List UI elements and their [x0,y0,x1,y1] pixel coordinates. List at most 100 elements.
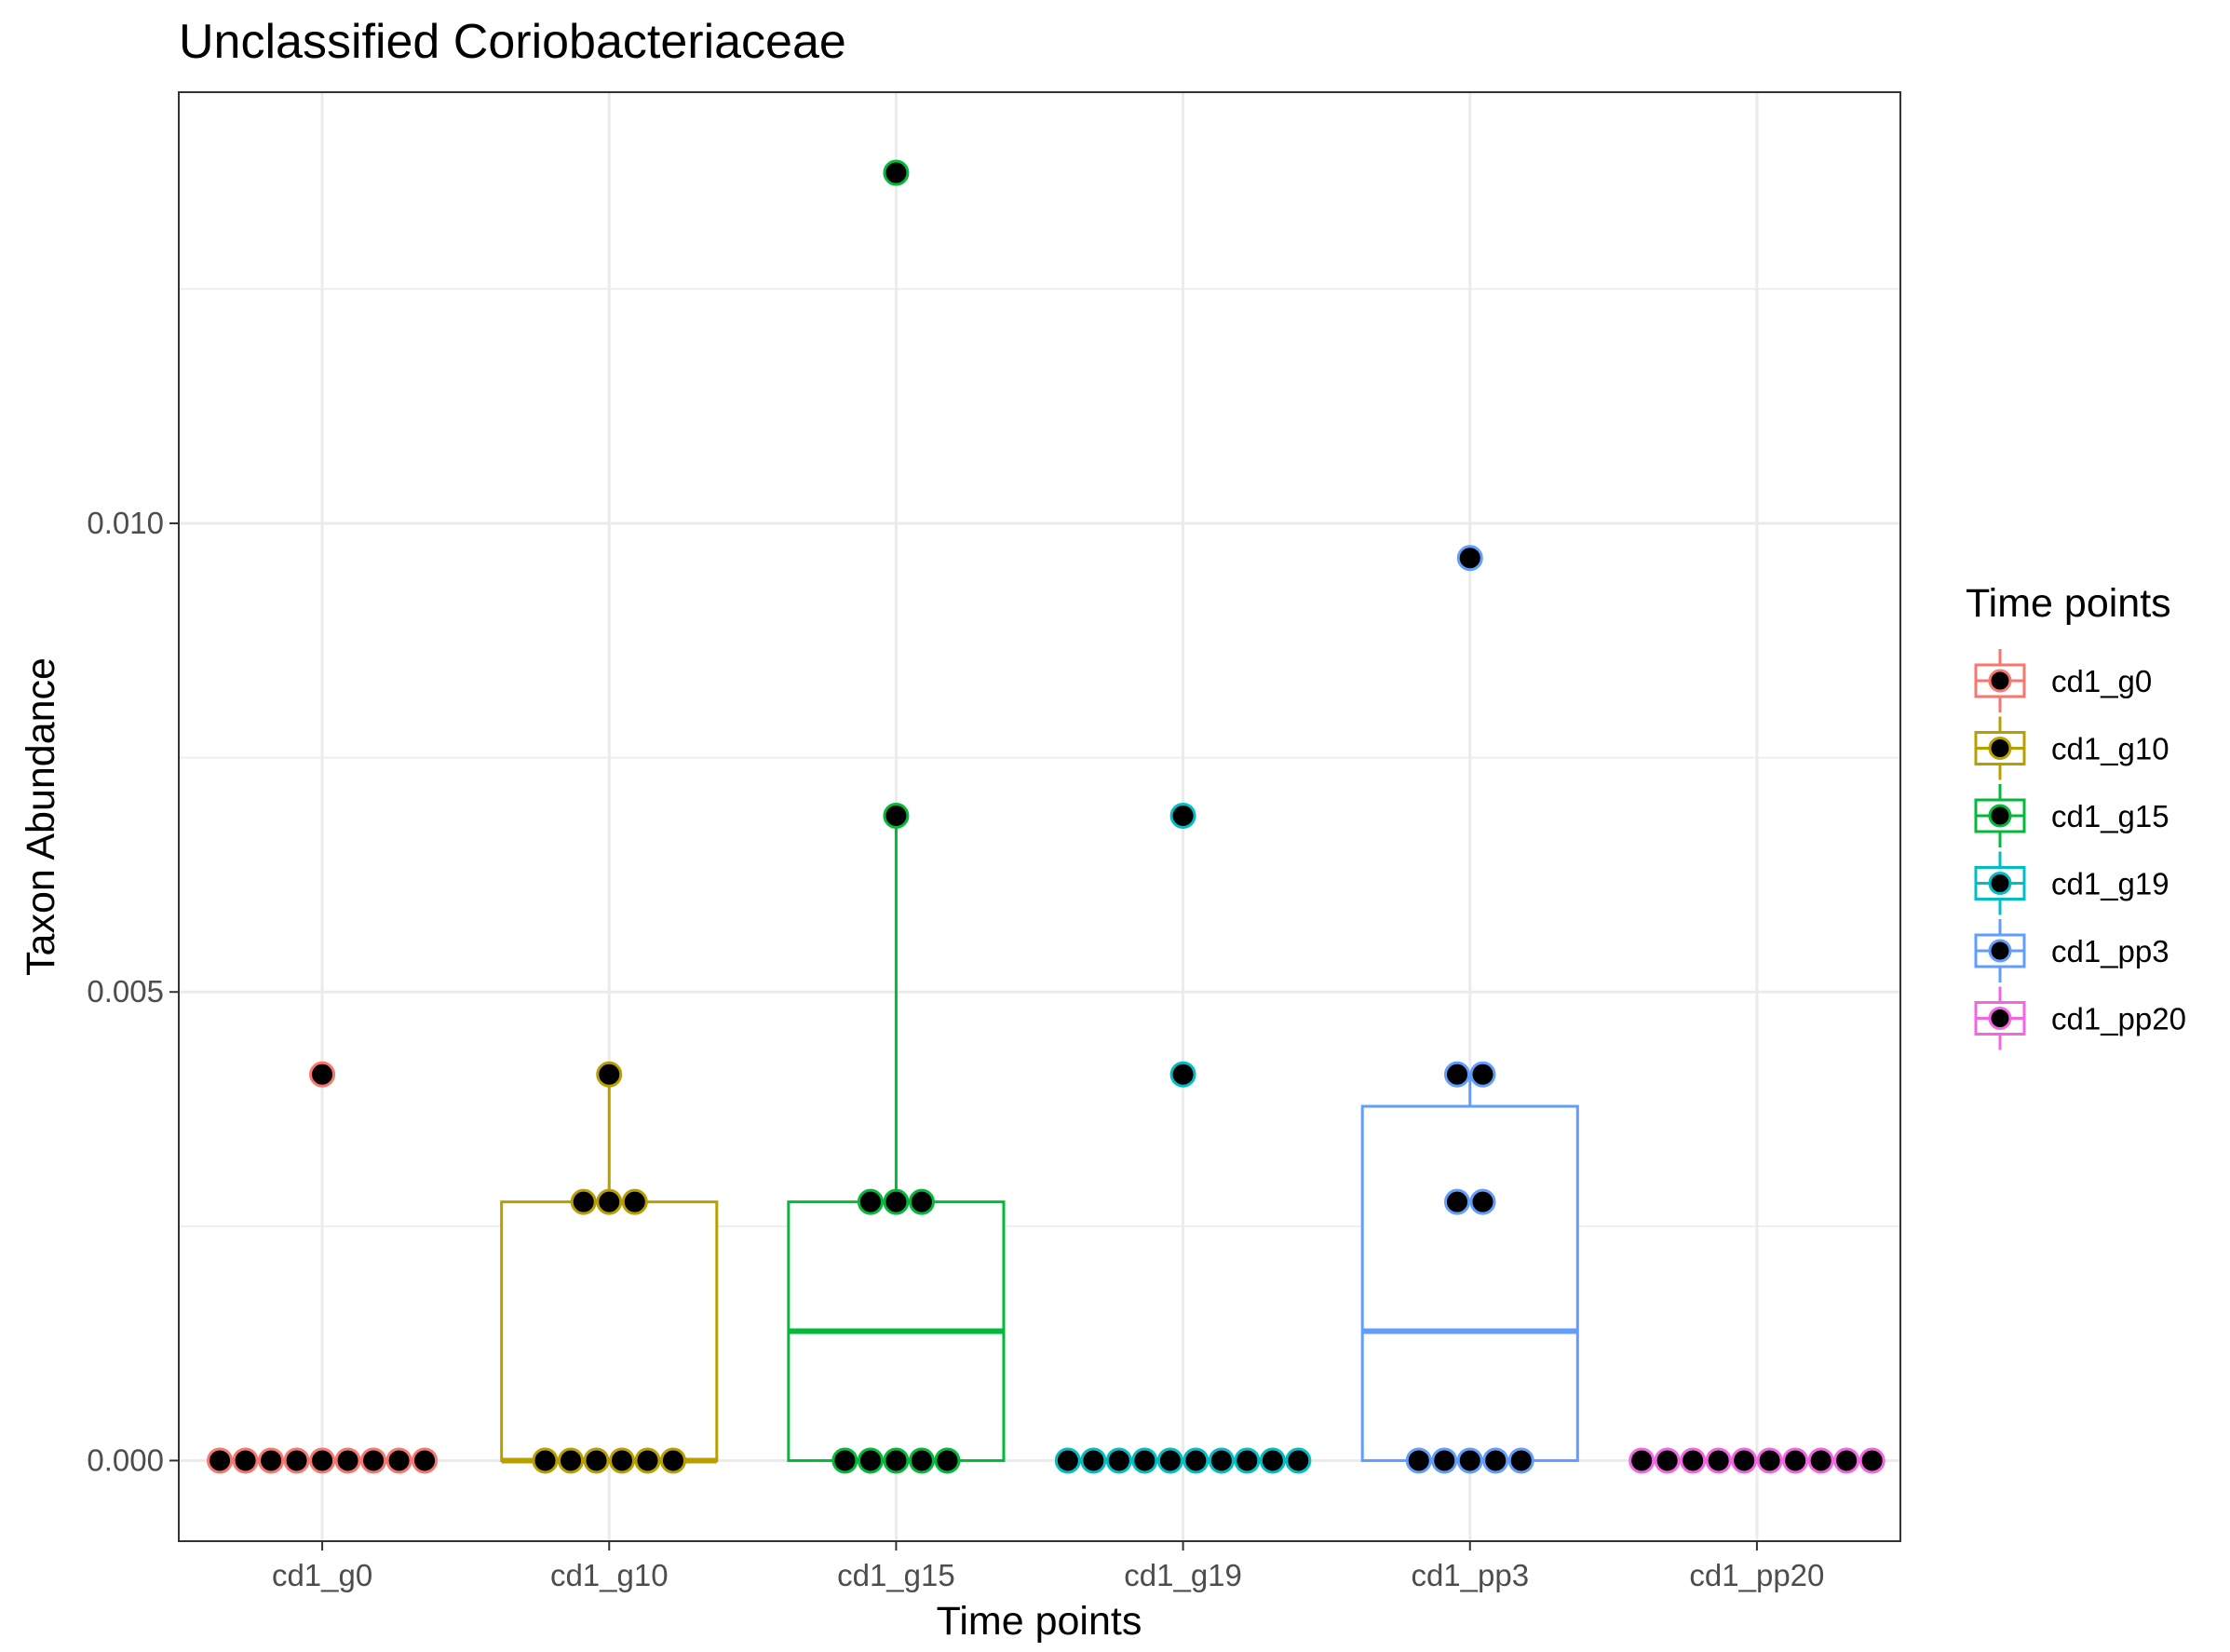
data-point [232,1447,259,1474]
data-point [385,1447,412,1474]
chart-title: Unclassified Coriobacteriaceae [179,15,846,69]
y-tick-label: 0.005 [87,974,164,1009]
data-point [283,1447,310,1474]
x-tick-label: cd1_g0 [272,1558,372,1592]
legend-item-cd1_g0: cd1_g0 [1974,649,2152,712]
x-tick-label: cd1_g15 [837,1558,955,1592]
legend-key-point [1988,872,2012,895]
data-point [1833,1447,1860,1474]
x-tick-label: cd1_pp20 [1689,1558,1824,1592]
data-point [1654,1447,1681,1474]
y-axis: 0.000 0.005 0.010 [87,506,179,1477]
data-point [532,1447,559,1474]
box-cd1_g15 [787,815,1006,1462]
data-point [1680,1447,1707,1474]
legend-key-point [1988,939,2012,963]
data-point [1456,545,1483,572]
data-point [660,1447,686,1474]
x-tick-label: cd1_g10 [550,1558,669,1592]
data-point [1054,1447,1081,1474]
box-body [1360,1104,1579,1462]
y-tick-label: 0.000 [87,1442,164,1477]
data-point [1469,1188,1496,1215]
y-axis-title: Taxon Abundance [19,657,63,976]
data-point [1858,1447,1885,1474]
data-point [1156,1447,1183,1474]
data-point [558,1447,584,1474]
x-tick-label: cd1_g19 [1124,1558,1242,1592]
data-point [1807,1447,1834,1474]
data-point [1234,1447,1261,1474]
data-point [1080,1447,1107,1474]
grid-lines [179,92,1900,1541]
x-axis-title: Time points [937,1599,1142,1644]
legend-label: cd1_g19 [2051,867,2169,901]
data-point [1444,1188,1470,1215]
legend-item-cd1_pp20: cd1_pp20 [1974,986,2186,1050]
data-point [570,1188,597,1215]
data-point [309,1061,336,1088]
data-point [1131,1447,1158,1474]
x-tick-label: cd1_pp3 [1411,1558,1529,1592]
data-point [412,1447,439,1474]
data-point [1756,1447,1783,1474]
data-point [609,1447,635,1474]
legend-label: cd1_pp20 [2051,1002,2186,1036]
data-point [1208,1447,1235,1474]
data-point [883,1188,910,1215]
data-point [583,1447,610,1474]
data-point [883,802,910,829]
data-point [1183,1447,1210,1474]
y-tick-label: 0.010 [87,506,164,540]
data-point [1629,1447,1656,1474]
legend-item-cd1_g10: cd1_g10 [1974,716,2169,780]
data-point [908,1188,935,1215]
x-axis: cd1_g0 cd1_g10 cd1_g15 cd1_g19 cd1_pp3 cd1_pp… [272,1541,1824,1592]
data-point [1169,1061,1196,1088]
data-point [1444,1061,1470,1088]
data-point [883,159,910,186]
box-cd1_g10 [500,1074,719,1464]
data-point [1285,1447,1312,1474]
data-point [1456,1447,1483,1474]
legend-label: cd1_g15 [2051,799,2169,833]
legend-label: cd1_g10 [2051,732,2169,766]
legend-item-cd1_g19: cd1_g19 [1974,851,2169,915]
data-point [1731,1447,1758,1474]
data-point [1259,1447,1286,1474]
legend-item-cd1_pp3: cd1_pp3 [1974,919,2169,982]
data-point [360,1447,387,1474]
legend-label: cd1_pp3 [2051,934,2169,968]
data-point [1782,1447,1809,1474]
box-body [500,1200,719,1462]
box-layer [213,815,1866,1464]
data-point [883,1447,910,1474]
data-point [908,1447,935,1474]
data-point [1169,802,1196,829]
box-cd1_pp3 [1360,1074,1579,1462]
legend-item-cd1_g15: cd1_g15 [1974,784,2169,847]
data-point [1405,1447,1432,1474]
data-point [596,1061,623,1088]
data-point [934,1447,961,1474]
legend-key-point [1988,804,2012,828]
points-layer [207,159,1885,1474]
data-point [634,1447,661,1474]
data-point [857,1447,884,1474]
legend-key-point [1988,1007,2012,1030]
data-point [596,1188,623,1215]
data-point [1105,1447,1132,1474]
data-point [621,1188,648,1215]
legend-label: cd1_g0 [2051,664,2152,698]
data-point [831,1447,858,1474]
data-point [334,1447,361,1474]
legend-key-point [1988,737,2012,760]
data-point [207,1447,234,1474]
data-point [309,1447,336,1474]
legend-title: Time points [1966,581,2171,626]
data-point [1507,1447,1534,1474]
data-point [1469,1061,1496,1088]
data-point [1431,1447,1458,1474]
legend: Time points cd1_g0 cd1_g10 cd1_g15 cd1_g19c… [1966,581,2186,1050]
